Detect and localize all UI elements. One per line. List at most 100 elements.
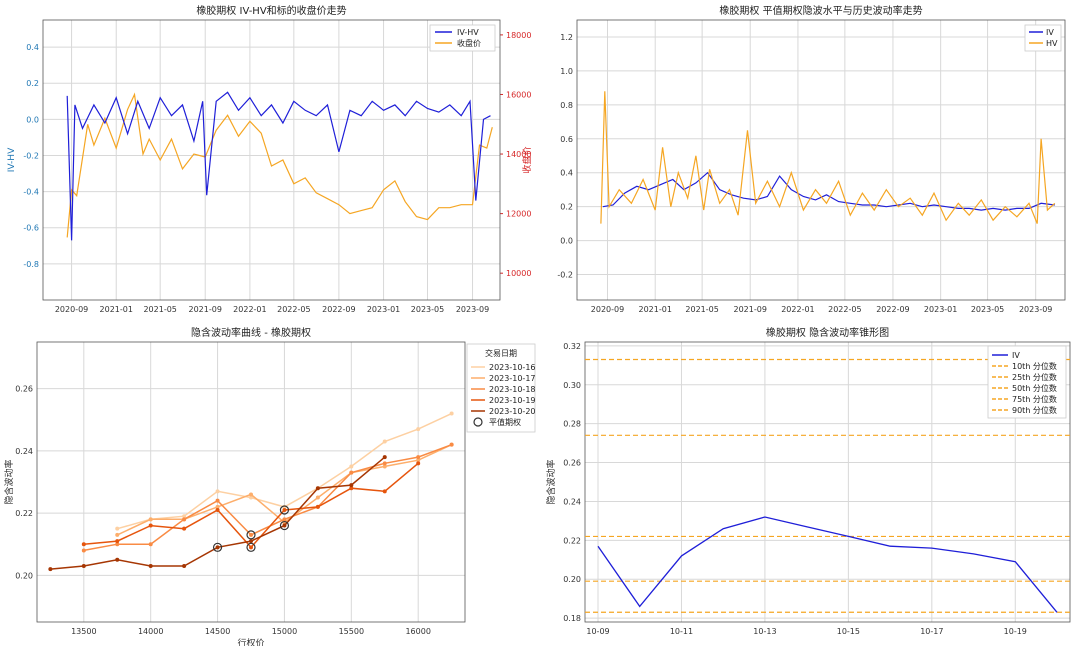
plot-frame (42, 19, 501, 301)
x-tick-label: 10-09 (586, 627, 609, 636)
data-point (249, 492, 253, 497)
chart-iv-smile: 隐含波动率曲线 - 橡胶期权 13500 14000 14500 15000 15500 1… (0, 322, 540, 646)
data-point (115, 539, 120, 544)
x-tick-label: 14500 (205, 627, 230, 636)
data-point (249, 539, 253, 544)
legend-box (429, 24, 496, 52)
data-point (382, 464, 387, 469)
y-tick-label: -0.4 (23, 188, 39, 197)
legend-label: 75th 分位数 (1012, 394, 1057, 404)
data-point (349, 483, 354, 488)
chart-atm-iv-hv: 橡胶期权 平值期权隐波水平与历史波动率走势 2020-09 2021-01 2021-… (540, 0, 1080, 322)
legend-label: 25th 分位数 (1012, 372, 1057, 382)
y-axis-label: 隐含波动率 (545, 459, 557, 504)
y2-tick-label: 14000 (506, 150, 531, 159)
legend-label: 2023-10-20 (489, 407, 536, 416)
chart-4-svg: 橡胶期权 隐含波动率锥形图 10-09 10-11 10-13 10-15 10-17 10… (545, 326, 1071, 636)
y2-tick-label: 10000 (506, 269, 531, 278)
y-tick-label: 0.6 (560, 135, 573, 144)
series-line-iv-hv (66, 91, 491, 241)
x-tick-label: 15500 (339, 627, 364, 636)
data-point (148, 517, 153, 522)
data-point (382, 489, 387, 494)
y-tick-label: 0.24 (15, 447, 33, 456)
atm-marker (279, 505, 290, 515)
chart-title: 橡胶期权 平值期权隐波水平与历史波动率走势 (719, 4, 922, 17)
data-point (81, 548, 86, 553)
x-tick-label: 13500 (71, 627, 96, 636)
y-axis-label: 隐含波动率 (3, 459, 15, 504)
data-point (81, 564, 86, 568)
x-tick-label: 2022-09 (322, 305, 355, 314)
x-tick-label: 2022-01 (233, 305, 266, 314)
legend-label: 2023-10-17 (489, 374, 536, 383)
legend-label: IV (1046, 28, 1054, 37)
x-tick-label: 2023-09 (456, 305, 489, 314)
data-point (382, 461, 387, 466)
legend: 交易日期 2023-10-16 2023-10-17 2023-10-18 2023-1… (466, 343, 536, 433)
data-point (416, 458, 421, 463)
y-tick-label: 0.20 (563, 575, 581, 584)
chart-1-svg: 橡胶期权 IV-HV和标的收盘价走势 2020-09 2021-01 2021-05 2… (7, 4, 533, 314)
y2-tick-label: 12000 (506, 210, 531, 219)
legend-box (987, 345, 1067, 419)
legend-title: 交易日期 (485, 348, 517, 358)
y-tick-label: 0.32 (563, 342, 581, 351)
y-tick-label: 0.8 (560, 101, 573, 110)
data-point (182, 517, 187, 522)
data-point (215, 545, 220, 550)
y-tick-label: 0.2 (560, 203, 573, 212)
x-tick-label: 2022-05 (277, 305, 310, 314)
series-line-close (66, 92, 493, 238)
data-point (416, 461, 421, 466)
data-point (215, 508, 220, 512)
data-point (215, 498, 220, 503)
plot-frame (36, 341, 466, 623)
x-tick-label: 2023-09 (1019, 305, 1052, 314)
data-point (148, 523, 153, 528)
x-axis-label: 行权价 (237, 637, 264, 646)
y2-axis-label: 收盘价 (521, 146, 533, 173)
x-tick-label: 2021-01 (638, 305, 671, 314)
legend-label: 2023-10-16 (489, 363, 536, 372)
legend-label: HV (1046, 39, 1058, 48)
x-tick-label: 10-17 (920, 627, 943, 636)
x-tick-label: 2020-09 (591, 305, 624, 314)
legend-label: 平值期权 (489, 417, 521, 427)
data-point (416, 427, 421, 432)
y-tick-label: 1.0 (560, 67, 573, 76)
data-point (249, 545, 253, 550)
y2-tick-label: 16000 (506, 90, 531, 99)
legend-box (466, 343, 536, 433)
x-tick-label: 2021-09 (734, 305, 767, 314)
y-tick-label: 0.22 (563, 536, 581, 545)
data-point (115, 532, 120, 537)
data-point (382, 439, 387, 444)
chart-title: 橡胶期权 隐含波动率锥形图 (766, 326, 889, 339)
x-tick-label: 2021-01 (100, 305, 133, 314)
data-point (148, 542, 153, 547)
data-point (215, 504, 220, 509)
atm-marker (246, 530, 256, 540)
atm-marker (279, 520, 290, 531)
x-tick-label: 14000 (138, 627, 163, 636)
x-tick-label: 15000 (272, 627, 297, 636)
x-tick-label: 2021-05 (685, 305, 718, 314)
data-point (115, 526, 120, 531)
legend-label: 2023-10-19 (489, 396, 536, 405)
data-point (48, 567, 53, 572)
legend-label: IV (1012, 351, 1020, 360)
x-tick-label: 2022-01 (781, 305, 814, 314)
data-point (182, 514, 187, 519)
legend-label: 收盘价 (457, 38, 481, 48)
legend-label: 2023-10-18 (489, 385, 536, 394)
x-tick-label: 2023-05 (971, 305, 1004, 314)
legend-atm-marker (473, 417, 483, 427)
y-tick-label: 0.2 (26, 79, 39, 88)
y-tick-label: 0.28 (563, 420, 581, 429)
data-point (349, 464, 354, 469)
data-point (115, 542, 120, 547)
data-point (282, 523, 287, 528)
